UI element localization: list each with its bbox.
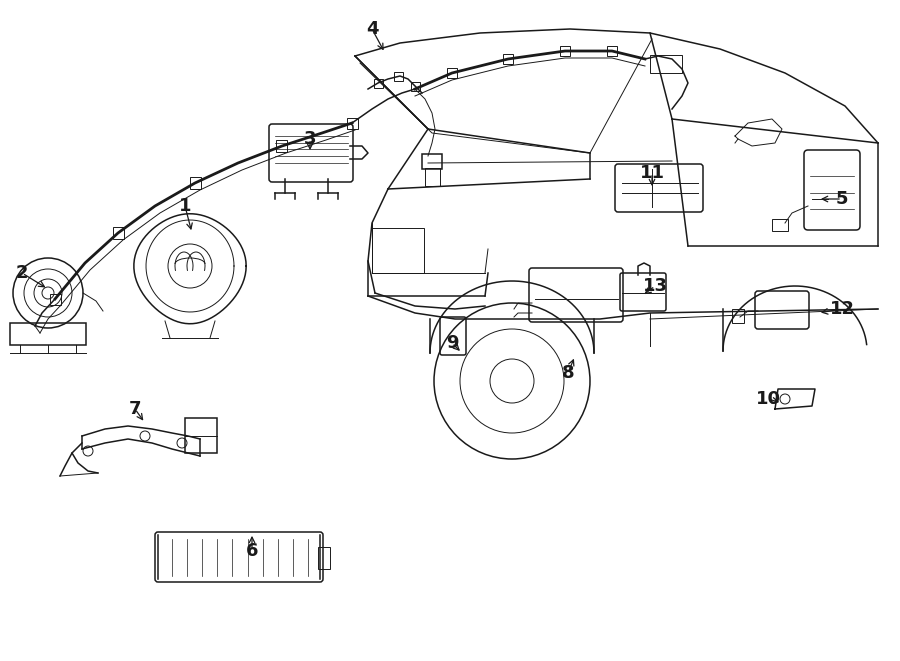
Text: 2: 2 xyxy=(16,264,28,282)
Bar xyxy=(190,178,201,188)
Bar xyxy=(560,46,570,56)
Text: 10: 10 xyxy=(755,390,780,408)
Bar xyxy=(393,71,402,81)
Text: 8: 8 xyxy=(562,364,574,382)
Bar xyxy=(425,168,440,186)
Bar xyxy=(422,154,442,169)
Bar xyxy=(503,54,513,64)
Bar xyxy=(185,418,217,453)
Text: 13: 13 xyxy=(643,277,668,295)
Bar xyxy=(276,141,287,151)
Bar xyxy=(608,46,616,56)
Bar xyxy=(447,68,457,78)
Bar xyxy=(346,118,357,128)
Text: 4: 4 xyxy=(365,20,378,38)
Text: 1: 1 xyxy=(179,197,191,215)
Bar xyxy=(732,309,744,323)
Bar xyxy=(112,227,123,239)
Text: 5: 5 xyxy=(836,190,848,208)
Bar xyxy=(318,547,330,569)
Text: 12: 12 xyxy=(830,300,854,318)
Bar xyxy=(50,293,60,305)
Bar xyxy=(650,55,682,73)
Text: 6: 6 xyxy=(246,542,258,560)
Text: 7: 7 xyxy=(129,400,141,418)
Bar xyxy=(372,228,424,273)
Text: 11: 11 xyxy=(640,164,664,182)
Bar xyxy=(410,81,419,91)
Text: 9: 9 xyxy=(446,334,458,352)
Bar xyxy=(772,219,788,231)
Bar xyxy=(374,79,382,87)
Bar xyxy=(10,323,86,345)
Text: 3: 3 xyxy=(304,130,316,148)
